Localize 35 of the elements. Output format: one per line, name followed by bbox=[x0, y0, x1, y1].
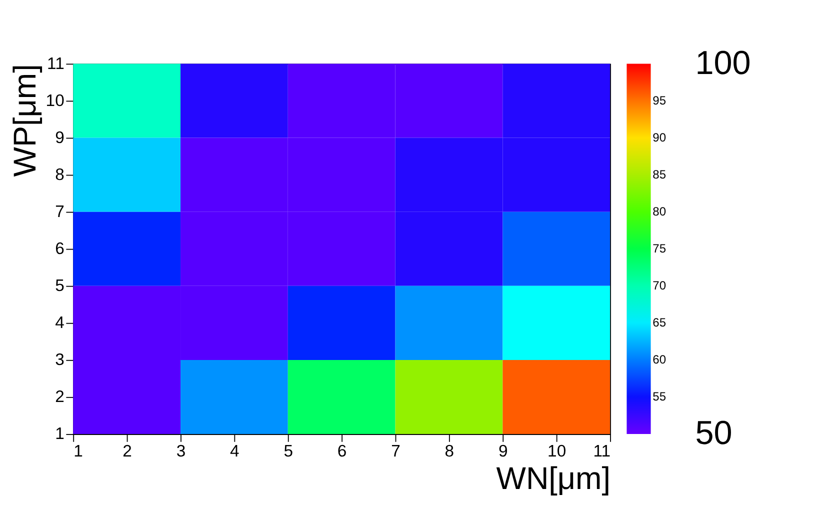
y-tick-label: 11 bbox=[47, 54, 64, 73]
x-tick-label: 10 bbox=[548, 442, 566, 461]
x-tick-label: 2 bbox=[122, 442, 132, 461]
x-tick-label: 9 bbox=[498, 442, 508, 461]
x-axis-title: WN[μm] bbox=[496, 461, 611, 496]
text: 50 bbox=[695, 415, 732, 452]
y-tick-label: 1 bbox=[55, 424, 64, 444]
y-tick-label: 8 bbox=[55, 164, 64, 184]
y-tick-label: 6 bbox=[55, 238, 64, 258]
y-tick-label: 10 bbox=[46, 90, 64, 110]
color-bar-label: 90 bbox=[652, 130, 666, 144]
x-tick-label: 1 bbox=[74, 442, 83, 461]
y-tick-label: 2 bbox=[55, 387, 64, 406]
y-tick-label: 3 bbox=[55, 350, 64, 370]
color-bar-label: 60 bbox=[652, 352, 666, 367]
color-bar-label: 85 bbox=[652, 168, 666, 182]
x-tick-label: 4 bbox=[230, 442, 240, 461]
x-tick-label: 8 bbox=[444, 442, 454, 461]
y-tick-label: 5 bbox=[55, 276, 64, 295]
color-bar-label: 70 bbox=[652, 278, 666, 293]
color-bar-label: 80 bbox=[652, 204, 666, 219]
x-tick-label: 5 bbox=[284, 442, 293, 461]
y-tick-label: 4 bbox=[55, 313, 64, 332]
color-bar-label: 65 bbox=[652, 316, 666, 330]
x-tick-label: 3 bbox=[176, 442, 186, 461]
x-tick-label: 6 bbox=[337, 442, 347, 461]
y-axis-title: WP[μm] bbox=[8, 64, 43, 177]
y-tick-label: 7 bbox=[55, 202, 64, 221]
text: 100 bbox=[695, 44, 751, 82]
color-bar-label: 95 bbox=[652, 93, 666, 108]
x-tick-label: 7 bbox=[391, 442, 400, 461]
y-tick-label: 9 bbox=[55, 128, 64, 147]
color-bar-label: 75 bbox=[652, 242, 666, 256]
x-tick-label: 11 bbox=[593, 442, 611, 461]
color-bar-label: 55 bbox=[652, 390, 666, 404]
